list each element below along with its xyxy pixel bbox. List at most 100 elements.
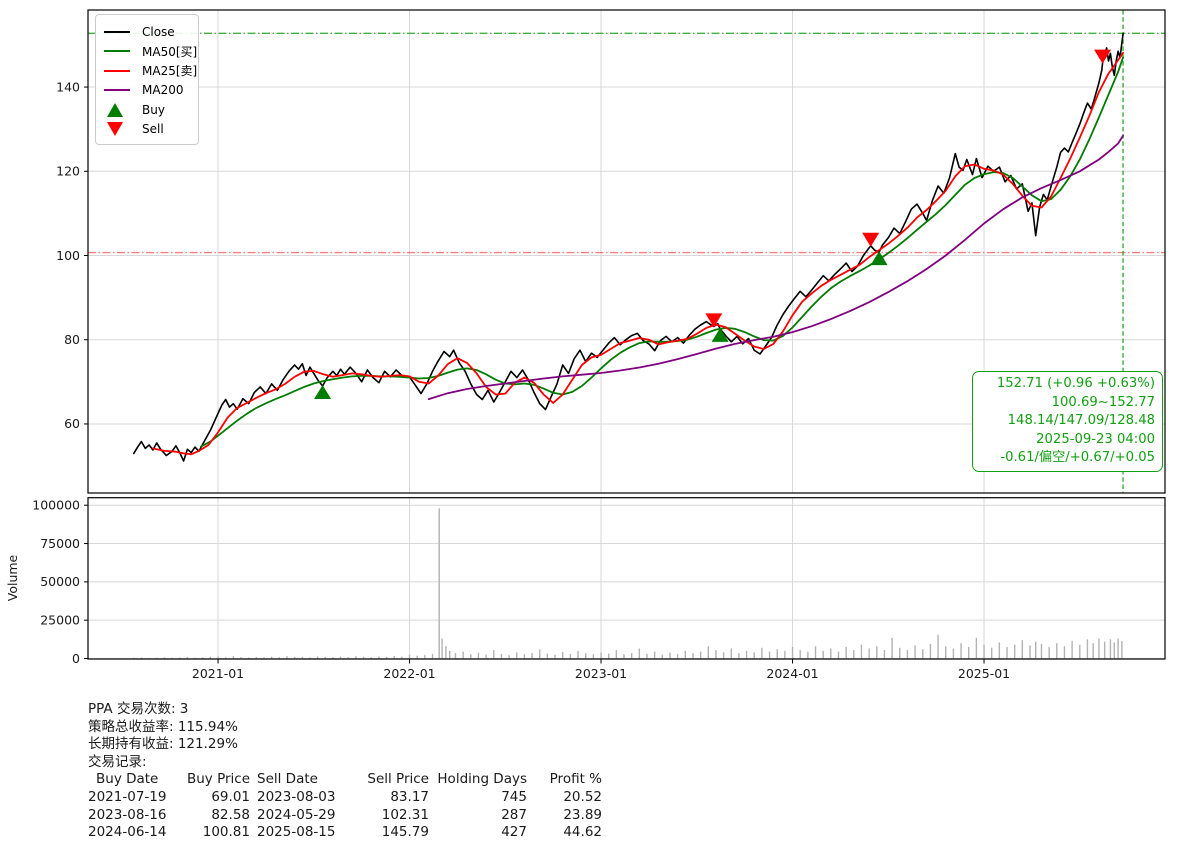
series-MA200 — [427, 134, 1124, 401]
volume-tick-label: 0 — [72, 651, 80, 666]
volume-bar — [1035, 641, 1037, 659]
table-cell: 20.52 — [563, 788, 602, 805]
volume-bar — [370, 657, 372, 659]
volume-bar — [523, 654, 526, 659]
volume-bar — [217, 656, 219, 659]
volume-bar — [554, 654, 556, 659]
volume-tick-label: 75000 — [40, 536, 80, 551]
volume-bar — [860, 644, 863, 659]
annotation-signal: -0.61/偏空/+0.67/+0.05 — [1000, 450, 1155, 466]
volume-bar — [1079, 644, 1081, 659]
volume-bar — [761, 647, 763, 659]
x-tick-label: 2021-01 — [192, 666, 244, 681]
volume-bar — [998, 642, 1001, 659]
y-tick-label: 120 — [56, 164, 80, 179]
price-series — [133, 32, 1124, 462]
x-tick-label: 2022-01 — [383, 666, 435, 681]
col-header-sell-price: Sell Price — [367, 771, 429, 788]
table-cell: 83.17 — [390, 788, 429, 805]
x-tick-label: 2023-01 — [575, 666, 627, 681]
volume-bar — [929, 643, 932, 659]
volume-bar — [224, 657, 227, 659]
volume-bar — [1086, 639, 1089, 659]
volume-bar — [156, 657, 158, 659]
volume-bar — [1056, 643, 1058, 659]
sell-marker — [1094, 49, 1112, 64]
volume-bar — [393, 656, 395, 659]
volume-bar — [270, 656, 273, 659]
volume-bar — [309, 657, 311, 659]
sell-marker — [862, 232, 880, 247]
legend-label: MA25[卖] — [142, 64, 198, 79]
ma50-line-icon — [104, 50, 134, 53]
volume-bar — [470, 654, 472, 659]
volume-bar — [707, 646, 709, 659]
legend-item-ma200: MA200 — [104, 81, 190, 101]
ma25-line-icon — [104, 69, 134, 72]
table-cell: 44.62 — [563, 824, 602, 841]
volume-bar — [799, 650, 801, 659]
table-cell: 2024-05-29 — [257, 806, 336, 823]
trade-records-label: 交易记录: — [88, 753, 147, 770]
volume-bar — [845, 647, 847, 659]
volume-bar — [301, 656, 303, 659]
col-header-buy-price: Buy Price — [186, 771, 250, 788]
volume-bar — [247, 657, 250, 659]
legend-item-buy: Buy — [104, 100, 190, 120]
volume-bar — [438, 508, 440, 659]
volume-bar — [408, 654, 411, 659]
volume-bar — [454, 653, 457, 659]
y-tick-label: 100 — [56, 248, 80, 263]
volume-bar — [546, 653, 549, 659]
annotation-last-price: 152.71 (+0.96 +0.63%) — [996, 376, 1155, 391]
table-cell: 745 — [501, 788, 527, 805]
volume-bar — [477, 652, 480, 659]
volume-tick-label: 50000 — [40, 574, 80, 589]
price-annotation-box: 152.71 (+0.96 +0.63%) 100.69~152.77 148.… — [972, 371, 1163, 472]
trade-markers — [314, 49, 1112, 399]
volume-bar — [1006, 647, 1008, 659]
volume-bar — [891, 637, 893, 659]
volume-bar — [1063, 646, 1066, 659]
volume-bar — [232, 656, 235, 659]
volume-bar — [441, 638, 443, 659]
volume-bar — [1121, 640, 1123, 659]
buy-marker — [870, 251, 888, 266]
legend-item-close: Close — [104, 22, 190, 42]
volume-bar — [837, 651, 840, 659]
volume-bar — [347, 657, 349, 659]
legend-label: Sell — [142, 122, 164, 137]
volume-bar — [133, 657, 135, 659]
volume-bar — [585, 653, 587, 659]
table-cell: 102.31 — [381, 806, 429, 823]
volume-bar — [316, 656, 319, 659]
volume-bar — [449, 650, 451, 659]
volume-bar — [600, 652, 602, 659]
col-header-profit: Profit % — [549, 771, 602, 788]
table-cell: 2024-06-14 — [88, 824, 167, 841]
volume-bar — [638, 648, 641, 659]
volume-bar — [945, 646, 947, 659]
volume-bar — [1103, 641, 1106, 659]
volume-bar — [1117, 638, 1119, 659]
volume-bar — [255, 656, 258, 659]
volume-bar — [776, 649, 778, 659]
table-cell: 145.79 — [381, 824, 429, 841]
volume-bar — [922, 649, 924, 659]
volume-bar — [179, 657, 181, 659]
volume-bar — [293, 657, 296, 659]
volume-bar — [148, 657, 150, 659]
volume-bar — [500, 653, 503, 659]
volume-bar — [615, 650, 618, 659]
volume-bar — [140, 657, 143, 659]
legend-item-sell: Sell — [104, 120, 190, 140]
legend-label: Close — [142, 24, 175, 39]
volume-bar — [937, 634, 939, 659]
table-cell: 427 — [501, 824, 527, 841]
volume-bar — [1013, 644, 1016, 659]
volume-plot-border — [87, 497, 1166, 660]
series-MA50[买] — [199, 56, 1124, 448]
volume-bar — [401, 656, 403, 659]
